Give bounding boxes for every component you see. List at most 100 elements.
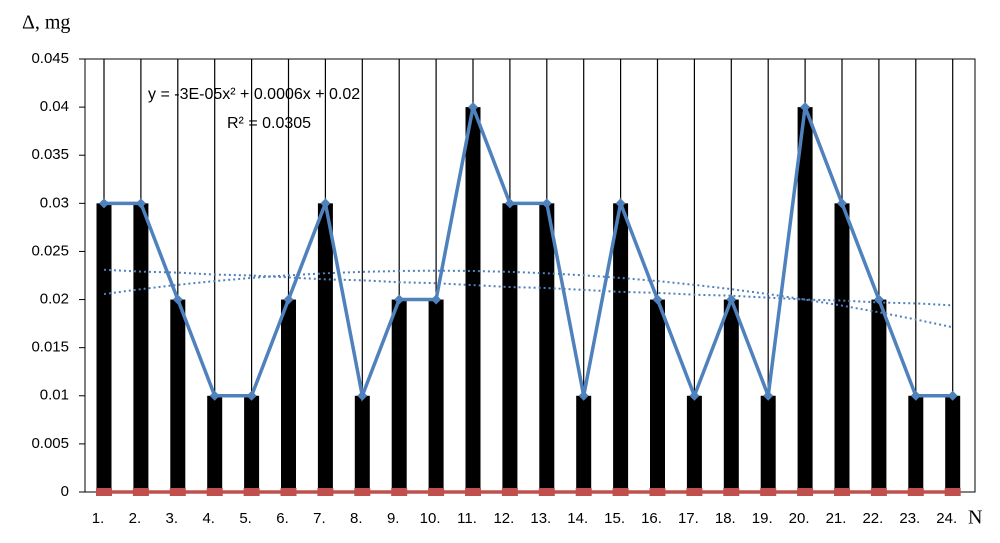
x-tick-label: 13.	[530, 510, 551, 527]
marker	[837, 198, 847, 209]
marker	[280, 488, 297, 496]
marker	[870, 488, 887, 496]
marker	[169, 488, 186, 496]
marker	[944, 488, 961, 496]
marker	[246, 390, 257, 401]
x-tick-label: 22.	[862, 510, 883, 527]
marker	[428, 488, 445, 496]
bar	[686, 395, 702, 492]
marker	[797, 488, 814, 496]
x-tick-label: 8.	[350, 510, 363, 527]
x-tick-label: 21.	[826, 510, 847, 527]
x-tick-label: 12.	[493, 510, 514, 527]
marker	[283, 294, 294, 305]
x-tick-label: 23.	[899, 510, 920, 527]
marker	[760, 488, 777, 496]
marker	[947, 390, 958, 401]
x-tick-label: 17.	[678, 510, 699, 527]
marker	[726, 294, 737, 305]
marker	[873, 294, 884, 305]
x-tick-label: 5.	[239, 510, 252, 527]
y-tick-label: 0.005	[31, 435, 69, 452]
marker	[391, 488, 408, 496]
bar	[391, 299, 407, 492]
marker	[504, 198, 515, 209]
marker	[615, 198, 626, 209]
trendline	[103, 269, 953, 329]
bar	[428, 299, 444, 492]
bar	[613, 203, 629, 493]
marker	[686, 488, 703, 496]
bar	[576, 395, 592, 492]
y-tick-label: 0.04	[40, 98, 69, 115]
marker	[465, 488, 481, 496]
bar	[133, 203, 149, 493]
bar	[760, 395, 776, 492]
marker	[135, 198, 146, 209]
x-tick-label: 7.	[313, 510, 326, 527]
x-tick-label: 15.	[604, 510, 625, 527]
bar	[539, 203, 555, 493]
y-tick-label: 0	[61, 483, 69, 500]
x-tick-label: 20.	[789, 510, 810, 527]
x-axis-title: N	[968, 507, 982, 529]
marker	[172, 294, 183, 305]
x-tick-label: 16.	[641, 510, 662, 527]
marker	[907, 488, 924, 496]
marker	[800, 102, 811, 113]
marker	[99, 198, 109, 209]
marker	[354, 488, 371, 496]
bar	[834, 203, 850, 493]
bar	[317, 203, 333, 493]
marker	[689, 390, 700, 401]
y-tick-label: 0.015	[31, 339, 69, 356]
marker	[652, 294, 663, 305]
marker	[910, 390, 921, 401]
marker	[394, 294, 405, 305]
bar	[650, 299, 665, 492]
bar	[281, 299, 296, 492]
marker	[575, 488, 592, 496]
x-tick-label: 18.	[715, 510, 736, 527]
y-tick-label: 0.035	[31, 146, 69, 163]
marker	[723, 488, 740, 496]
marker	[431, 294, 442, 305]
marker	[541, 198, 552, 209]
bar	[170, 299, 186, 492]
y-tick-label: 0.045	[31, 50, 69, 67]
x-tick-label: 11.	[457, 510, 477, 527]
marker	[209, 390, 220, 401]
marker	[538, 488, 555, 496]
bar	[465, 107, 481, 492]
x-tick-label: 4.	[202, 510, 215, 527]
marker	[132, 488, 149, 496]
x-tick-label: 14.	[567, 510, 588, 527]
x-tick-label: 6.	[276, 510, 289, 527]
marker	[834, 488, 850, 496]
bar	[908, 395, 924, 492]
marker	[317, 488, 334, 496]
bar	[723, 299, 739, 492]
bar	[871, 299, 887, 492]
marker	[763, 390, 774, 401]
x-tick-label: 1.	[92, 510, 105, 527]
marker	[578, 390, 589, 401]
x-tick-label: 24.	[936, 510, 957, 527]
x-tick-label: 3.	[166, 510, 179, 527]
y-axis-title: Δ, mg	[22, 12, 70, 34]
marker	[468, 102, 478, 113]
marker	[501, 488, 518, 496]
marker	[206, 488, 223, 496]
y-tick-label: 0.02	[40, 291, 69, 308]
marker	[320, 198, 331, 209]
x-tick-label: 2.	[129, 510, 142, 527]
bar	[244, 395, 260, 492]
y-tick-label: 0.025	[31, 242, 69, 259]
x-tick-label: 19.	[752, 510, 773, 527]
marker	[243, 488, 260, 496]
annotation: R² = 0.0305	[227, 115, 311, 132]
bar	[502, 203, 518, 493]
data-line	[104, 100, 953, 403]
